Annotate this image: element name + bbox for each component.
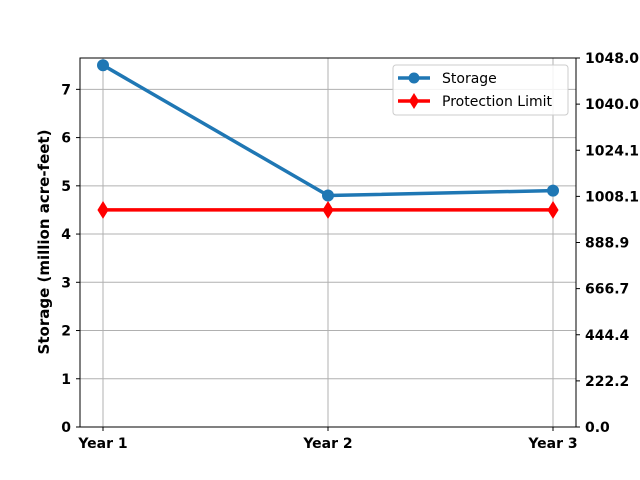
- y2-tick-label: 666.7: [585, 282, 629, 298]
- data-point: [322, 189, 334, 202]
- legend-label: Storage: [442, 71, 497, 87]
- data-point: [322, 200, 334, 219]
- data-point: [97, 59, 109, 72]
- y-tick-label: 0: [61, 420, 71, 436]
- secondary-y-axis: 0.0 222.2 444.4 666.7 888.9 1008.1 1024.1 1040.…: [576, 51, 639, 436]
- y2-tick-label: 888.9: [585, 236, 629, 252]
- y-tick-label: 7: [61, 82, 71, 98]
- y2-tick-label: 1008.1: [585, 189, 639, 205]
- legend-marker: [408, 72, 420, 84]
- legend: Storage Protection Limit: [392, 64, 569, 116]
- legend-label: Protection Limit: [442, 94, 552, 110]
- y-tick-label: 2: [61, 324, 71, 340]
- y-axis-title: Storage (million acre-feet): [35, 130, 53, 355]
- y2-tick-label: 0.0: [585, 420, 610, 436]
- y2-tick-label: 1048.0: [585, 51, 639, 67]
- y-tick-label: 1: [61, 372, 71, 388]
- data-point: [97, 200, 109, 219]
- y-tick-label: 3: [61, 275, 71, 291]
- x-tick-label: Year 3: [527, 436, 577, 452]
- y-tick-label: 6: [61, 131, 71, 147]
- y2-tick-label: 1040.0: [585, 97, 639, 113]
- y2-tick-label: 444.4: [585, 328, 630, 344]
- x-axis: Year 1 Year 2 Year 3: [77, 427, 578, 452]
- series-layer: [97, 59, 559, 219]
- y-axis: 0 1 2 3 4 5 6 7: [61, 82, 80, 436]
- y-tick-label: 4: [61, 227, 71, 243]
- y-tick-label: 5: [61, 179, 71, 195]
- x-tick-label: Year 1: [77, 436, 127, 452]
- legend-marker: [409, 93, 419, 109]
- data-point: [547, 184, 559, 197]
- legend-box: [392, 64, 569, 116]
- data-point: [547, 200, 559, 219]
- y2-tick-label: 222.2: [585, 374, 629, 390]
- y2-tick-label: 1024.1: [585, 143, 639, 159]
- x-tick-label: Year 2: [302, 436, 352, 452]
